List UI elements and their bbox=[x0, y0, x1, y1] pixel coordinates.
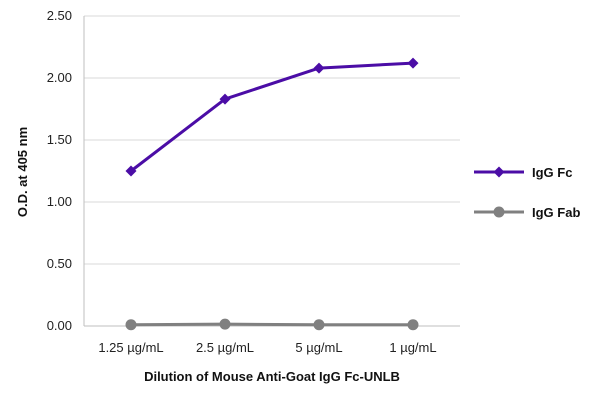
data-point bbox=[407, 57, 419, 69]
data-point bbox=[313, 62, 325, 74]
y-tick-label: 0.50 bbox=[47, 256, 72, 271]
y-tick-labels: 0.00 0.50 1.00 1.50 2.00 2.50 bbox=[47, 8, 72, 333]
data-point bbox=[407, 319, 419, 331]
legend-label: IgG Fc bbox=[532, 165, 572, 180]
x-tick-label: 1 µg/mL bbox=[389, 340, 436, 355]
legend-marker bbox=[493, 166, 505, 178]
data-point bbox=[125, 165, 137, 177]
legend: IgG Fc IgG Fab bbox=[474, 165, 580, 220]
legend-label: IgG Fab bbox=[532, 205, 580, 220]
data-point bbox=[219, 318, 231, 330]
data-point bbox=[219, 93, 231, 105]
series-igg-fab bbox=[125, 318, 419, 331]
series-lines bbox=[125, 57, 419, 331]
data-point bbox=[313, 319, 325, 331]
series-line bbox=[130, 61, 414, 173]
y-tick-label: 1.50 bbox=[47, 132, 72, 147]
x-tick-label: 2.5 µg/mL bbox=[196, 340, 254, 355]
y-tick-label: 1.00 bbox=[47, 194, 72, 209]
y-tick-label: 2.00 bbox=[47, 70, 72, 85]
data-point bbox=[125, 319, 137, 331]
legend-marker bbox=[493, 206, 505, 218]
gridlines bbox=[84, 15, 460, 265]
x-tick-labels: 1.25 µg/mL 2.5 µg/mL 5 µg/mL 1 µg/mL bbox=[98, 340, 436, 355]
legend-entry: IgG Fab bbox=[474, 205, 580, 220]
y-axis-title: O.D. at 405 nm bbox=[15, 127, 30, 217]
legend-entry: IgG Fc bbox=[474, 165, 572, 180]
x-tick-label: 1.25 µg/mL bbox=[98, 340, 163, 355]
series-igg-fc bbox=[125, 57, 419, 177]
x-axis-title: Dilution of Mouse Anti-Goat IgG Fc-UNLB bbox=[144, 369, 400, 384]
series-line bbox=[130, 322, 413, 327]
y-tick-label: 2.50 bbox=[47, 8, 72, 23]
y-tick-label: 0.00 bbox=[47, 318, 72, 333]
x-tick-label: 5 µg/mL bbox=[295, 340, 342, 355]
